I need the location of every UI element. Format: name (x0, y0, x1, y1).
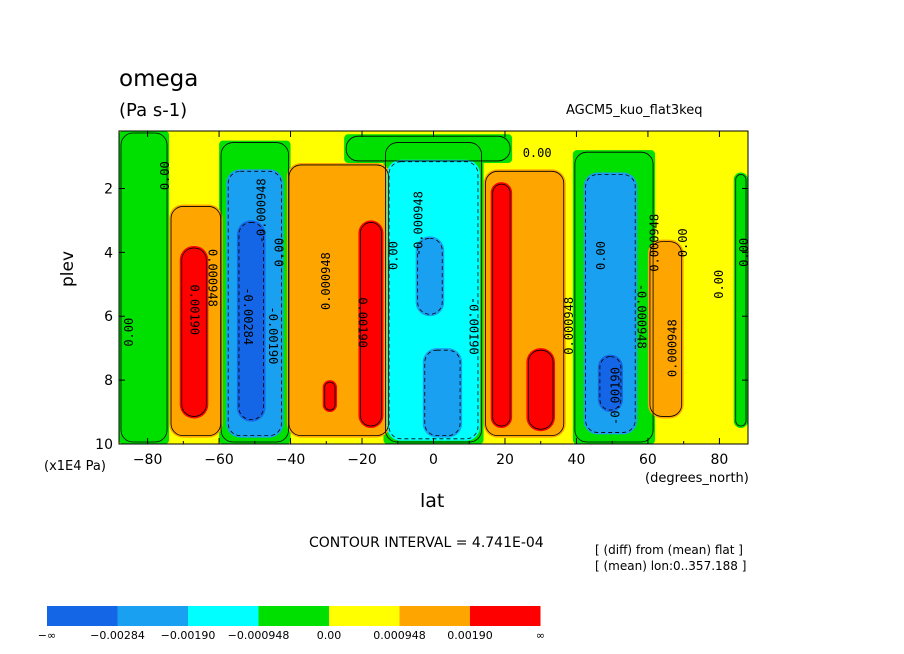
colorbar-label: ∞ (536, 629, 545, 642)
contour-line (599, 356, 622, 411)
contour-interval: CONTOUR INTERVAL = 4.741E-04 (309, 535, 544, 551)
chart-title: omega (119, 66, 199, 92)
contour-label: -0.000948 (412, 191, 426, 256)
contour-region-red (322, 380, 338, 413)
colorbar-label: −0.000948 (228, 629, 290, 642)
x-tick-label: −80 (133, 452, 163, 468)
x-tick-label: 80 (710, 452, 728, 468)
colorbar-swatch-blue (117, 606, 188, 626)
chart-units: (Pa s-1) (119, 100, 188, 121)
contour-label: -0.000948 (634, 284, 648, 349)
contour-label: 0.000948 (562, 297, 576, 355)
contour-label: 0.00 (523, 146, 552, 160)
contour-line (324, 381, 336, 411)
y-tick-label: 2 (104, 181, 113, 197)
colorbar-swatch-cyan (188, 606, 259, 626)
contour-label: 0.000948 (665, 319, 679, 377)
contour-line (120, 132, 168, 443)
contour-line (424, 349, 461, 437)
mean-note: [ (mean) lon:0..357.188 ] (595, 559, 747, 573)
experiment-label: AGCM5_kuo_flat3keq (566, 103, 703, 118)
contour-label: 0.00 (676, 228, 690, 257)
x-tick-label: −40 (276, 452, 306, 468)
contour-line (288, 164, 390, 437)
contour-region-green (344, 134, 513, 163)
colorbar-label: 0.000948 (373, 629, 426, 642)
y-tick-label: 10 (95, 437, 113, 453)
contour-line (574, 151, 654, 443)
y-tick-label: 4 (104, 245, 113, 261)
contour-label: -0.00284 (241, 287, 255, 345)
contour-label: 0.00 (158, 161, 172, 190)
contour-label: -0.00190 (608, 367, 622, 425)
x-tick-label: 60 (639, 452, 657, 468)
contour-region-blue (422, 348, 463, 438)
contour-region-navy (597, 354, 623, 413)
colorbar-swatch-yellow (329, 606, 400, 626)
contour-label: 0.000948 (205, 249, 219, 307)
contour-line (238, 222, 264, 421)
colorbar-label: 0.00190 (447, 629, 493, 642)
contour-region-orange (647, 239, 684, 419)
colorbar-swatch-green (258, 606, 329, 626)
contour-region-navy (236, 220, 266, 422)
contour-region-red (490, 182, 513, 429)
x-axis-unit: (degrees_north) (645, 471, 749, 486)
colorbar-swatch-navy (47, 606, 118, 626)
contour-line (492, 183, 511, 427)
y-axis-unit: (x1E4 Pa) (44, 459, 106, 474)
contour-line (345, 135, 511, 162)
contour-line (485, 170, 565, 437)
contour-label: 0.00 (594, 241, 608, 270)
contour-line (649, 241, 683, 417)
contour-line (170, 206, 222, 437)
x-axis-label: lat (420, 490, 445, 512)
contour-line (227, 170, 282, 437)
x-tick-label: 0 (429, 452, 438, 468)
contour-label: 0.00 (712, 270, 726, 299)
colorbar-label: −∞ (38, 629, 56, 642)
contour-line (528, 349, 554, 430)
colorbar-label: −0.00190 (161, 629, 216, 642)
contour-region-green (733, 172, 748, 429)
diff-note: [ (diff) from (mean) flat ] (595, 543, 743, 557)
contour-label: 0.00 (122, 318, 136, 347)
contour-region-blue (583, 172, 638, 435)
colorbar-swatch-red (470, 606, 541, 626)
contour-region-green (119, 131, 170, 444)
contour-line (360, 222, 382, 427)
contour-region-red (358, 220, 384, 429)
contour-label: -0.00190 (266, 307, 280, 365)
contour-label: 0.00190 (356, 297, 370, 348)
y-axis-label: plev (58, 250, 78, 287)
contour-line (181, 247, 207, 417)
contour-label: 0.00 (272, 238, 286, 267)
contour-label: 0.000948 (648, 214, 662, 272)
contour-region-blue (415, 236, 445, 317)
colorbar-label: −0.00284 (90, 629, 145, 642)
contour-label: 0.00 (387, 241, 401, 270)
contour-label: -0.00190 (466, 297, 480, 355)
contour-region-red (179, 245, 209, 419)
y-tick-label: 6 (104, 309, 113, 325)
contour-region-red (526, 348, 556, 432)
colorbar-label: 0.00 (317, 629, 342, 642)
contour-label: 0.000948 (319, 252, 333, 310)
contour-line (735, 174, 747, 427)
x-tick-label: −60 (204, 452, 234, 468)
contour-line (585, 174, 636, 433)
contour-line (417, 237, 443, 315)
colorbar-swatch-orange (399, 606, 470, 626)
x-tick-label: −20 (347, 452, 377, 468)
contour-label: 0.00190 (188, 285, 202, 336)
x-tick-label: 20 (496, 452, 514, 468)
x-tick-label: 40 (568, 452, 586, 468)
contour-label: -0.000948 (254, 178, 268, 243)
y-tick-label: 8 (104, 373, 113, 389)
